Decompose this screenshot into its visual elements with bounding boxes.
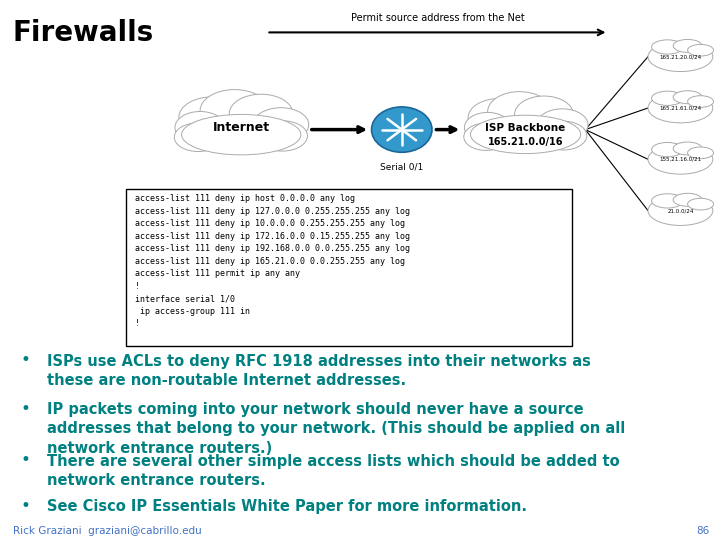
Ellipse shape: [648, 195, 713, 226]
Text: 165.21.0.0/16: 165.21.0.0/16: [488, 137, 563, 146]
Ellipse shape: [174, 123, 222, 152]
Text: ISP Backbone: ISP Backbone: [485, 123, 566, 133]
Text: There are several other simple access lists which should be added to
network ent: There are several other simple access li…: [47, 454, 619, 488]
Ellipse shape: [652, 143, 683, 157]
Text: Internet: Internet: [212, 121, 270, 134]
Ellipse shape: [200, 90, 269, 132]
Text: 86: 86: [696, 525, 709, 536]
Text: •: •: [20, 497, 30, 515]
Ellipse shape: [648, 93, 713, 123]
Ellipse shape: [652, 194, 683, 208]
Text: ISPs use ACLs to deny RFC 1918 addresses into their networks as
these are non-ro: ISPs use ACLs to deny RFC 1918 addresses…: [47, 354, 590, 388]
Ellipse shape: [688, 96, 714, 107]
Text: 165.21.61.0/24: 165.21.61.0/24: [660, 105, 701, 111]
Text: •: •: [20, 451, 30, 469]
Ellipse shape: [175, 111, 225, 144]
Ellipse shape: [540, 121, 587, 150]
Ellipse shape: [468, 98, 531, 137]
Ellipse shape: [673, 142, 702, 155]
Text: See Cisco IP Essentials White Paper for more information.: See Cisco IP Essentials White Paper for …: [47, 500, 527, 515]
Ellipse shape: [688, 44, 714, 56]
Text: access-list 111 deny ip host 0.0.0.0 any log
access-list 111 deny ip 127.0.0.0 0: access-list 111 deny ip host 0.0.0.0 any…: [135, 194, 410, 328]
Ellipse shape: [487, 92, 552, 132]
Text: Firewalls: Firewalls: [13, 19, 154, 47]
Ellipse shape: [257, 121, 307, 151]
Ellipse shape: [673, 91, 702, 104]
Ellipse shape: [515, 96, 573, 133]
Ellipse shape: [648, 42, 713, 71]
Ellipse shape: [464, 123, 508, 150]
Text: •: •: [20, 400, 30, 417]
Text: 155.21.16.0/21: 155.21.16.0/21: [660, 157, 701, 162]
Ellipse shape: [536, 109, 588, 141]
Text: Permit source address from the Net: Permit source address from the Net: [351, 12, 524, 23]
Ellipse shape: [464, 112, 511, 143]
Ellipse shape: [179, 97, 248, 137]
Ellipse shape: [673, 193, 702, 206]
Circle shape: [372, 107, 432, 152]
Text: 165.21.20.0/24: 165.21.20.0/24: [660, 54, 701, 59]
Text: 21.0.0/24: 21.0.0/24: [667, 208, 693, 213]
Text: •: •: [20, 351, 30, 369]
Ellipse shape: [648, 144, 713, 174]
Ellipse shape: [181, 114, 301, 155]
Ellipse shape: [652, 40, 683, 54]
Ellipse shape: [253, 107, 309, 141]
Ellipse shape: [673, 39, 702, 52]
Text: Rick Graziani  graziani@cabrillo.edu: Rick Graziani graziani@cabrillo.edu: [13, 525, 202, 536]
Ellipse shape: [471, 115, 581, 153]
Ellipse shape: [229, 94, 293, 133]
FancyBboxPatch shape: [126, 189, 572, 346]
Text: IP packets coming into your network should never have a source
addresses that be: IP packets coming into your network shou…: [47, 402, 625, 456]
Text: Serial 0/1: Serial 0/1: [380, 162, 423, 171]
Ellipse shape: [652, 91, 683, 105]
Ellipse shape: [688, 198, 714, 210]
Ellipse shape: [688, 147, 714, 159]
